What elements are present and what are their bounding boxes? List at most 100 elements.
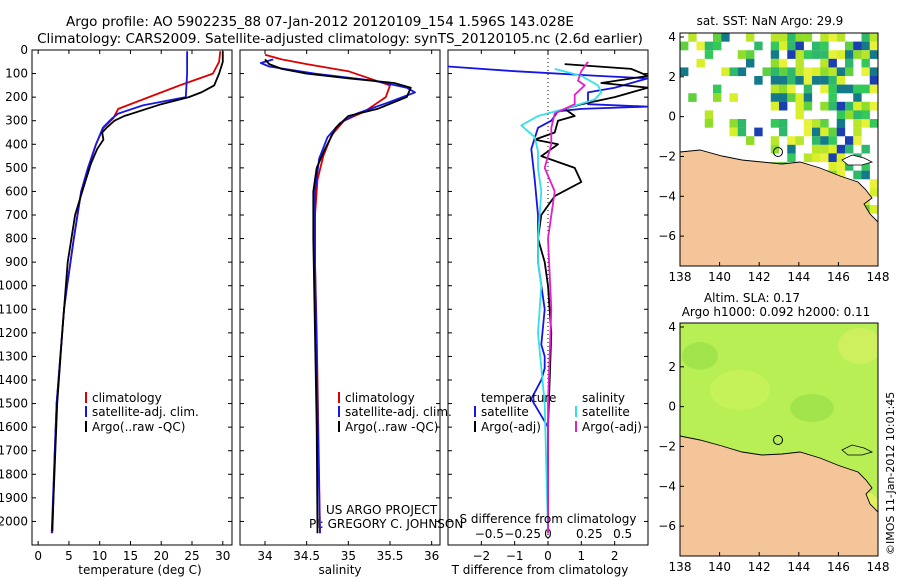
sst-map-cell (861, 67, 870, 77)
sst-map-cell (770, 119, 780, 128)
salinity-line-climatology (264, 53, 391, 534)
temperature-xlabel: temperature (deg C) (78, 563, 201, 577)
sst-map-cell (795, 41, 804, 51)
sst-map-cell (836, 110, 846, 120)
difference-S-tick-label: −0.25 (504, 527, 541, 541)
sst-map-cell (828, 127, 837, 137)
sst-map-cell (795, 110, 804, 120)
sst-map-cell (688, 33, 697, 42)
difference-S-tick-label: −0.5 (475, 527, 504, 541)
sst-map-cell (836, 119, 846, 128)
sst-map-cell (828, 33, 837, 42)
sst-map-cell (812, 67, 821, 77)
sst-map-cell (845, 58, 854, 68)
sst-map-cell (812, 41, 821, 51)
sst-map-cell (853, 101, 862, 111)
sst-map-cell (795, 76, 804, 85)
sla_map-xtick-label: 146 (827, 560, 850, 574)
sst-map-cell (770, 101, 780, 111)
sst_map-ytick-label: 0 (668, 110, 676, 124)
sst-map-cell (836, 162, 846, 171)
temperature-xtick-label: 5 (65, 549, 73, 563)
diff-legend-temp-satellite: satellite (481, 405, 529, 419)
difference-xlabel-T: T difference from climatology (451, 563, 629, 577)
sst-map-cell (713, 84, 722, 94)
sst-map-cell (861, 162, 870, 171)
sst-map-cell (812, 136, 821, 145)
sst-map-cell (845, 162, 854, 171)
sst-map-cell (795, 50, 804, 59)
header-line-1: Argo profile: AO 5902235_88 07-Jan-2012 … (66, 14, 574, 30)
salinity-xtick-label: 34.5 (293, 549, 320, 563)
sst-map-cell (779, 119, 788, 128)
sla-map-frame (679, 322, 879, 557)
salinity-xtick-label: 35 (341, 549, 356, 563)
sal-legend-argo: Argo(..raw -QC) (345, 420, 438, 434)
sst-map-cell (737, 50, 747, 59)
sst-map-cell (836, 144, 846, 154)
sla-map-argo-position (773, 435, 783, 445)
sla-map-patch (710, 370, 770, 410)
differences-line-salinity-satellite (520, 68, 603, 534)
sst-map-cell (754, 76, 763, 85)
sst-map-cell (828, 144, 837, 154)
sla_map-xtick-label: 140 (708, 560, 731, 574)
depth-tick-label: 1500 (0, 397, 28, 411)
sst-map-cell (779, 41, 788, 51)
sst-map-cell (836, 127, 846, 137)
temp-legend-satellite: satellite-adj. clim. (92, 405, 199, 419)
sst-map-cell (713, 93, 722, 102)
sst-map-cell (820, 76, 829, 85)
sst-map-cell (836, 101, 846, 111)
sst-map-cell (820, 119, 829, 128)
salinity-xtick-label: 35.5 (377, 549, 404, 563)
difference-S-tick-label: 0.25 (576, 527, 603, 541)
sst-map-cell (820, 41, 829, 51)
sst-map-cell (812, 119, 821, 128)
temperature-line-satellite-adj-clim (50, 51, 189, 534)
sst-map-cell (803, 67, 813, 77)
differences-line-salinity-argo-adj (543, 61, 589, 534)
sst-map-cell (828, 58, 837, 68)
diff-legend-salinity-title: salinity (582, 391, 625, 405)
sst_map-ytick-label: 2 (668, 70, 676, 84)
sst-map-cell (828, 76, 837, 85)
sla_map-xtick-label: 144 (787, 560, 810, 574)
salinity-xtick-label: 34 (257, 549, 272, 563)
differences-xtick-label: −2 (472, 549, 490, 563)
sst-map-cell (836, 153, 846, 163)
credit-project: US ARGO PROJECT (326, 503, 438, 517)
sst-map-cell (803, 50, 813, 59)
sla-map-patch (790, 394, 834, 422)
diff-legend-sal-satellite: satellite (582, 405, 630, 419)
sst-map-cell (754, 41, 763, 51)
depth-tick-label: 900 (5, 255, 28, 269)
sst-map-cell (779, 33, 788, 42)
sst-map-cell (754, 127, 763, 137)
depth-tick-label: 200 (5, 90, 28, 104)
sst-map-cell (704, 119, 714, 128)
sst-map-cell (713, 41, 722, 51)
temperature-xtick-label: 30 (215, 549, 230, 563)
sst-map-cell (803, 101, 813, 111)
sst-map-cell (836, 50, 846, 59)
sst-map-cell (787, 33, 796, 42)
sst-map-cell (836, 170, 846, 180)
sst-map-cell (853, 41, 862, 51)
sst-map-cell (795, 58, 804, 68)
sst-map-cell (869, 205, 878, 214)
sst-map-cell (779, 101, 788, 111)
temperature-panel-frame (31, 49, 233, 546)
temp-legend-climatology: climatology (92, 391, 162, 405)
sla_map-ytick-label: −4 (658, 479, 676, 493)
depth-tick-label: 1400 (0, 373, 28, 387)
sst-map-cell (787, 67, 796, 77)
depth-tick-label: 1700 (0, 444, 28, 458)
sst-map-cell (770, 41, 780, 51)
depth-tick-label: 500 (5, 161, 28, 175)
sst-map-cell (869, 179, 878, 188)
sst-map-cell (820, 127, 829, 137)
sst-map-cell (828, 50, 837, 59)
sst-map-cell (787, 50, 796, 59)
